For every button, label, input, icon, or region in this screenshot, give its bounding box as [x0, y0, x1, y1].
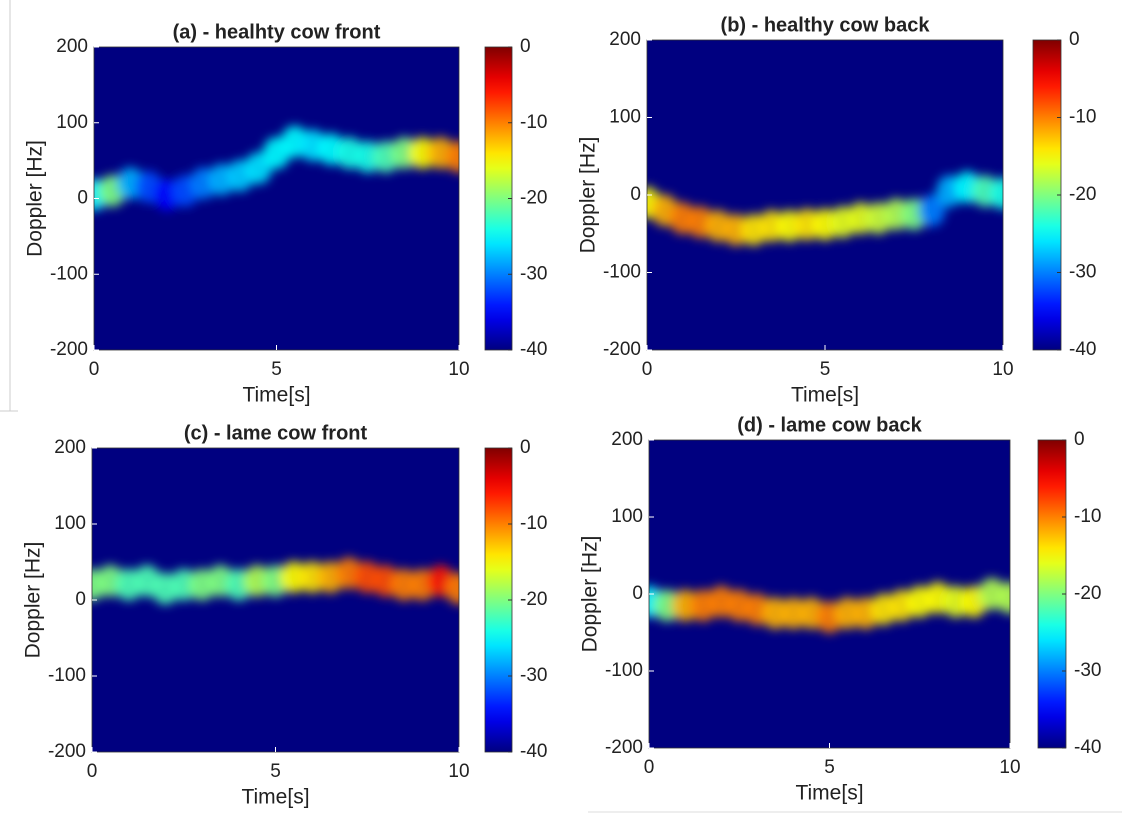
y-tick-label: -200: [605, 737, 643, 758]
colorbar-tick-label: -30: [520, 665, 547, 686]
colorbar-tick-label: -40: [1074, 737, 1101, 758]
y-tick-label: -200: [603, 339, 641, 360]
chart-title: (a) - healhty cow front: [173, 21, 381, 43]
colorbar-tick-label: -10: [1069, 107, 1096, 128]
x-tick-label: 10: [999, 757, 1020, 778]
colorbar: [484, 447, 513, 753]
x-tick-label: 0: [89, 359, 100, 380]
y-tick-label: 100: [54, 513, 86, 534]
y-tick-label: -200: [50, 339, 88, 360]
plot-background: [92, 448, 459, 752]
x-tick-label: 5: [271, 359, 282, 380]
y-tick-label: 100: [56, 112, 88, 133]
y-tick-label: 0: [632, 583, 643, 604]
colorbar-tick-label: 0: [1074, 429, 1085, 450]
y-tick-label: 200: [609, 29, 641, 50]
x-axis-label: Time[s]: [241, 786, 309, 809]
spectrum: [649, 578, 1010, 634]
y-axis-label: Doppler [Hz]: [24, 140, 47, 257]
colorbar-tick-label: -30: [1074, 660, 1101, 681]
spectral-peak: [445, 572, 459, 605]
y-tick-label: 0: [630, 184, 641, 205]
spectral-peak: [989, 177, 1003, 210]
y-axis-label: Doppler [Hz]: [579, 536, 602, 653]
colorbar-tick-label: 0: [520, 437, 531, 458]
colorbar-tick-label: -40: [520, 741, 547, 762]
spectral-peak: [918, 194, 946, 227]
y-tick-label: 0: [75, 589, 86, 610]
chart-title: (c) - lame cow front: [184, 422, 368, 444]
x-tick-label: 10: [448, 359, 469, 380]
colorbar-tick-label: -20: [1069, 184, 1096, 205]
colorbar-tick-label: -40: [520, 339, 547, 360]
y-tick-label: 200: [54, 437, 86, 458]
y-tick-label: -100: [50, 263, 88, 284]
colorbar-tick-label: 0: [520, 36, 531, 57]
x-tick-label: 5: [270, 761, 281, 782]
colorbar-tick-label: -20: [1074, 583, 1101, 604]
colorbar-tick-label: -10: [520, 112, 547, 133]
x-axis-label: Time[s]: [242, 384, 310, 407]
y-tick-label: -100: [603, 262, 641, 283]
y-tick-label: 100: [611, 506, 643, 527]
y-axis-label: Doppler [Hz]: [22, 542, 45, 659]
y-tick-label: -100: [48, 665, 86, 686]
chart-title: (d) - lame cow back: [737, 414, 922, 436]
spectrum: [647, 171, 1003, 246]
y-axis-label: Doppler [Hz]: [577, 137, 600, 254]
x-tick-label: 0: [87, 761, 98, 782]
x-axis-label: Time[s]: [791, 384, 859, 407]
colorbar-tick-label: -30: [520, 263, 547, 284]
y-tick-label: 200: [611, 429, 643, 450]
spectral-peak: [996, 581, 1010, 614]
colorbar: [484, 46, 513, 351]
spectrum: [94, 125, 459, 211]
x-tick-label: 10: [448, 761, 469, 782]
x-tick-label: 0: [642, 359, 653, 380]
y-tick-label: 0: [77, 188, 88, 209]
colorbar-tick-label: -30: [1069, 262, 1096, 283]
x-tick-label: 0: [644, 757, 655, 778]
y-tick-label: 200: [56, 36, 88, 57]
colorbar-tick-label: -40: [1069, 339, 1096, 360]
colorbar: [1032, 39, 1062, 351]
spectral-peak: [445, 140, 459, 173]
y-tick-label: -200: [48, 741, 86, 762]
colorbar-tick-label: 0: [1069, 29, 1080, 50]
x-tick-label: 5: [824, 757, 835, 778]
y-tick-label: -100: [605, 660, 643, 681]
colorbar: [1037, 439, 1067, 749]
x-axis-label: Time[s]: [795, 782, 863, 805]
spectrum: [92, 557, 459, 605]
colorbar-tick-label: -10: [520, 513, 547, 534]
x-tick-label: 5: [820, 359, 831, 380]
x-tick-label: 10: [992, 359, 1013, 380]
y-tick-label: 100: [609, 107, 641, 128]
colorbar-tick-label: -20: [520, 188, 547, 209]
chart-title: (b) - healthy cow back: [721, 14, 931, 36]
colorbar-tick-label: -20: [520, 589, 547, 610]
colorbar-tick-label: -10: [1074, 506, 1101, 527]
